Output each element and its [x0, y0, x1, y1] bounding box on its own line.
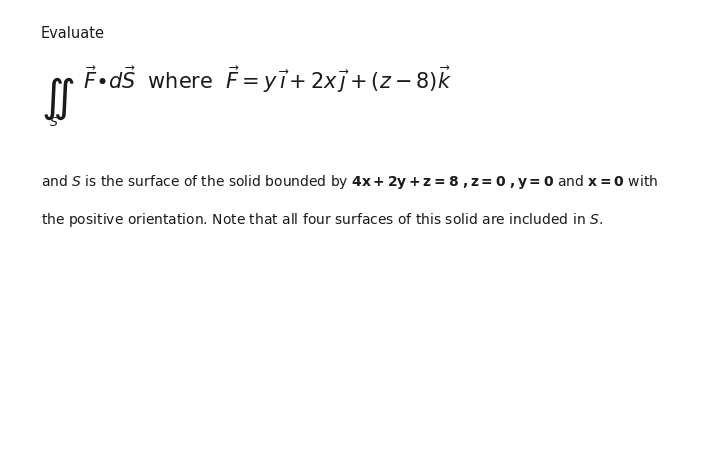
Text: and $\mathit{S}$ is the surface of the solid bounded by $\mathbf{4x+2y+z=8}$ $\m: and $\mathit{S}$ is the surface of the s… — [41, 173, 658, 191]
Text: Evaluate: Evaluate — [41, 26, 105, 41]
Text: $\vec{F}{\bullet}d\vec{S}$  where  $\vec{F} = y\,\vec{\imath}+2x\,\vec{\jmath}+(: $\vec{F}{\bullet}d\vec{S}$ where $\vec{F… — [83, 64, 451, 95]
Text: the positive orientation. Note that all four surfaces of this solid are included: the positive orientation. Note that all … — [41, 211, 603, 229]
Text: $\iint$: $\iint$ — [41, 76, 75, 122]
Text: $S$: $S$ — [49, 116, 58, 129]
